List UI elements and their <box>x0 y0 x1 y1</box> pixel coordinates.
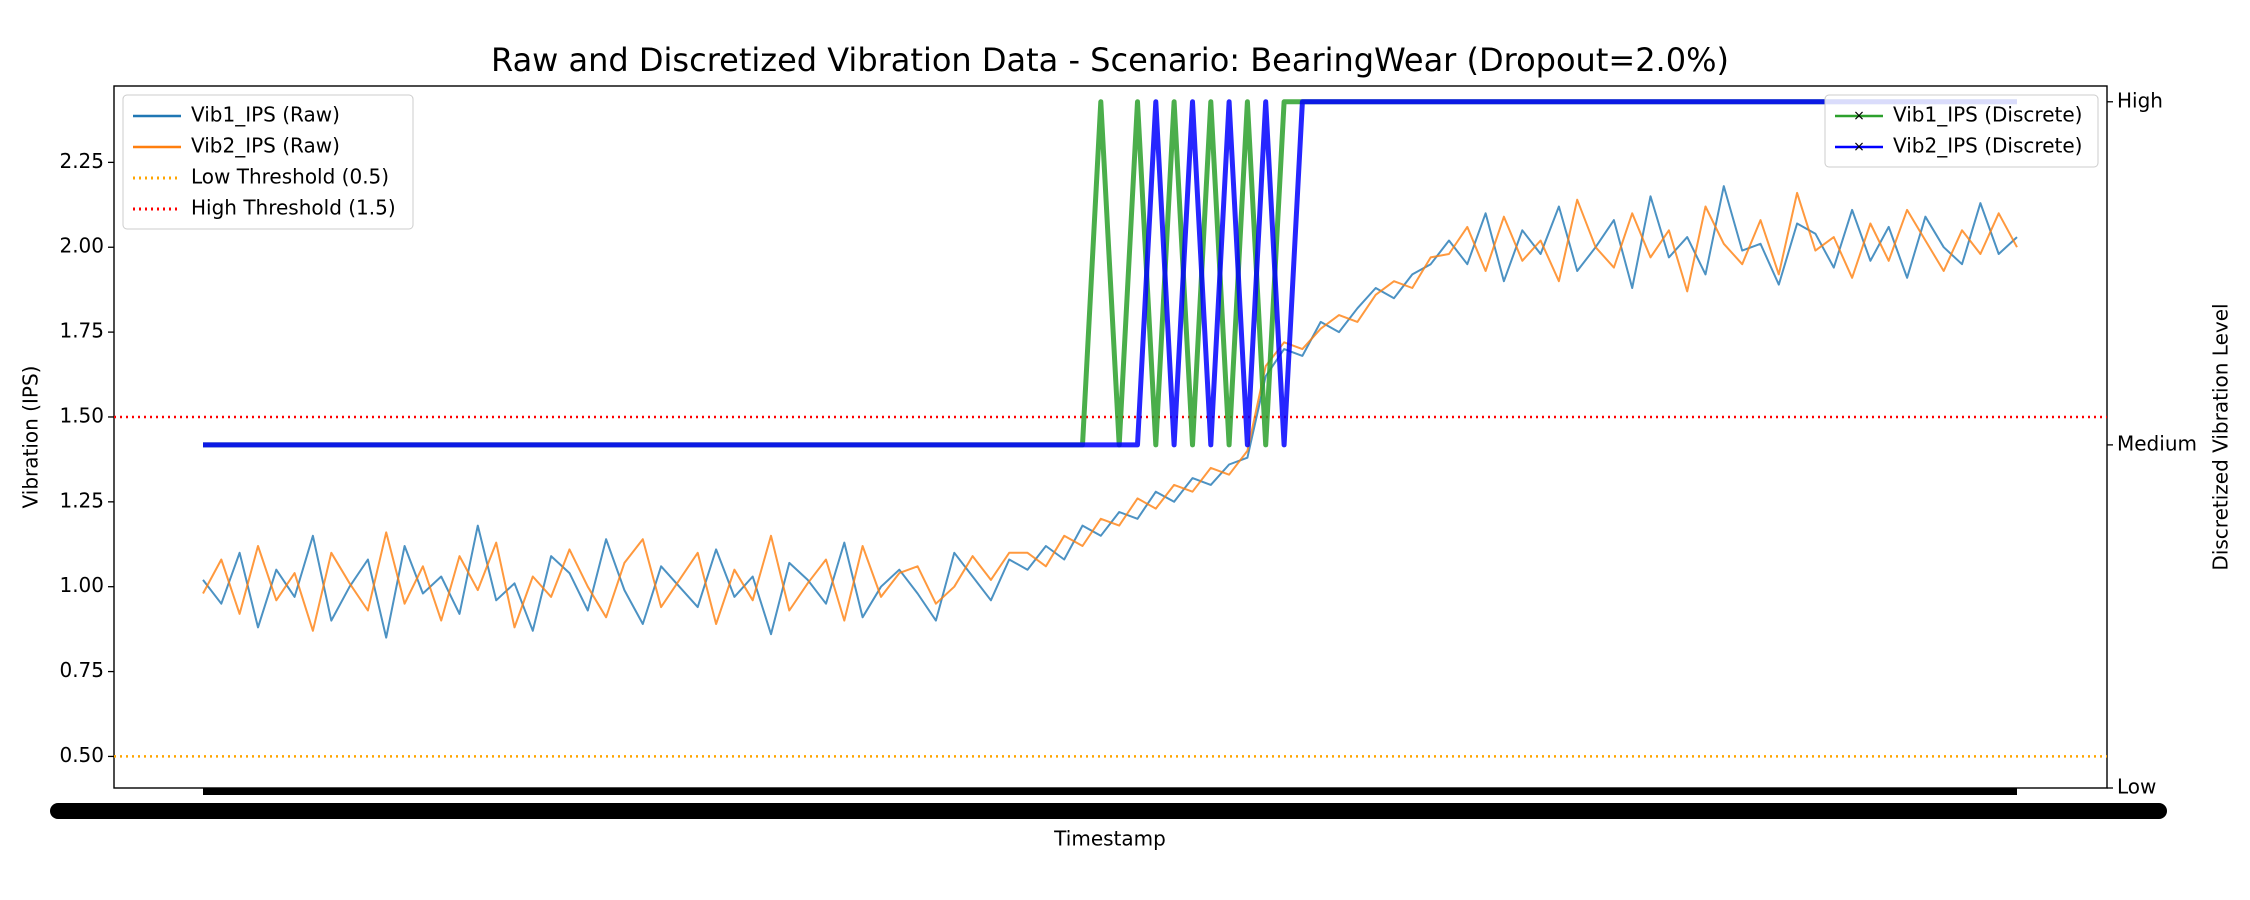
x-tick-marks <box>203 788 2017 795</box>
raw-line <box>202 191 2018 632</box>
legend-label: Low Threshold (0.5) <box>191 165 389 189</box>
y-axis-label: Vibration (IPS) <box>19 366 43 509</box>
legend: × Vib1_IPS (Discrete) × Vib2_IPS (Discrete) <box>1824 94 2099 168</box>
y-tick-label: 0.50 <box>59 743 104 767</box>
legend: Vib1_IPS (Raw) Vib2_IPS (Raw) Low Threshol… <box>122 94 414 230</box>
legend-label: High Threshold (1.5) <box>191 196 396 220</box>
x-axis-label: Timestamp <box>1053 827 1166 851</box>
y2-tick-label: Low <box>2117 775 2156 799</box>
y-tick-label: 2.00 <box>59 234 104 258</box>
y2-tick-label: Medium <box>2117 431 2197 455</box>
y-tick-label: 1.25 <box>59 488 104 512</box>
legend-marker: × <box>1853 108 1865 124</box>
plot-frame <box>113 85 2108 789</box>
discrete-line <box>203 99 2017 448</box>
legend-box <box>122 94 414 230</box>
y-tick-label: 1.00 <box>59 573 104 597</box>
legend-label: Vib2_IPS (Discrete) <box>1893 134 2082 158</box>
chart-title: Raw and Discretized Vibration Data - Sce… <box>491 41 1729 79</box>
y-tick-label: 0.75 <box>59 658 104 682</box>
legend-label: Vib1_IPS (Discrete) <box>1893 103 2082 127</box>
legend-label: Vib1_IPS (Raw) <box>191 103 340 127</box>
raw-line <box>202 185 2018 639</box>
y2-tick-label: High <box>2117 88 2163 112</box>
y-tick-label: 1.75 <box>59 319 104 343</box>
legend-marker: × <box>1853 139 1865 155</box>
y2-axis-label: Discretized Vibration Level <box>2209 303 2233 570</box>
y-tick-label: 2.25 <box>59 149 104 173</box>
overlapping-x-tick-labels <box>50 803 2167 819</box>
y-tick-label: 1.50 <box>59 403 104 427</box>
legend-box <box>1824 94 2099 168</box>
legend-label: Vib2_IPS (Raw) <box>191 134 340 158</box>
